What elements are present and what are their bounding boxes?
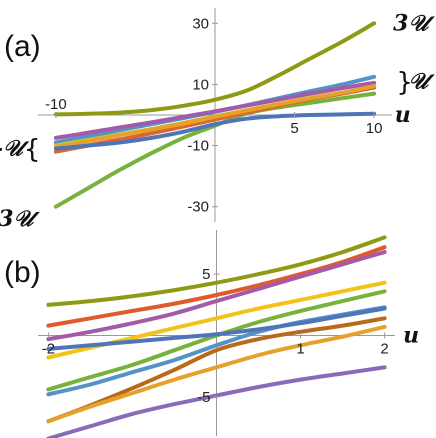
left-brace-icon: { <box>24 135 41 165</box>
y-tick-label: 10 <box>192 76 209 93</box>
x-tick-label: -2 <box>42 340 55 357</box>
panel-label: (a) <box>4 30 41 63</box>
y-tick-label: -5 <box>197 389 210 406</box>
series-line-7 <box>46 306 387 351</box>
series-line-8 <box>46 316 387 424</box>
series-line-9 <box>46 324 387 424</box>
series-line-2 <box>46 245 387 328</box>
series-line-3 <box>46 250 387 342</box>
x-tick-label: 1 <box>296 340 304 357</box>
annotation-label: 3𝒰 <box>393 10 435 36</box>
y-tick-label: -10 <box>187 138 209 155</box>
annotation-label: u <box>403 322 419 348</box>
y-tick-label: 5 <box>202 266 210 283</box>
annotation-label: u <box>395 102 411 128</box>
panel-label: (b) <box>4 256 41 289</box>
x-tick-label: -10 <box>45 96 67 113</box>
annotation-label: -3𝒰 <box>0 206 41 232</box>
series-line-4 <box>53 80 377 140</box>
x-tick-label: 5 <box>290 120 298 137</box>
y-tick-label: 30 <box>192 15 209 32</box>
x-tick-label: 10 <box>366 120 383 137</box>
x-tick-label: 2 <box>380 340 388 357</box>
series-line-7 <box>53 84 377 150</box>
series-line-1 <box>46 235 387 307</box>
annotation-label: 𝒰 <box>408 68 435 94</box>
right-brace-icon: } <box>396 67 413 97</box>
y-tick-label: -30 <box>187 199 209 216</box>
panel-b: -2 1 2 5 -5 (b) u <box>4 230 419 438</box>
series-line-10 <box>46 365 387 438</box>
series-line-8 <box>53 111 377 151</box>
series-line-1 <box>53 21 377 117</box>
